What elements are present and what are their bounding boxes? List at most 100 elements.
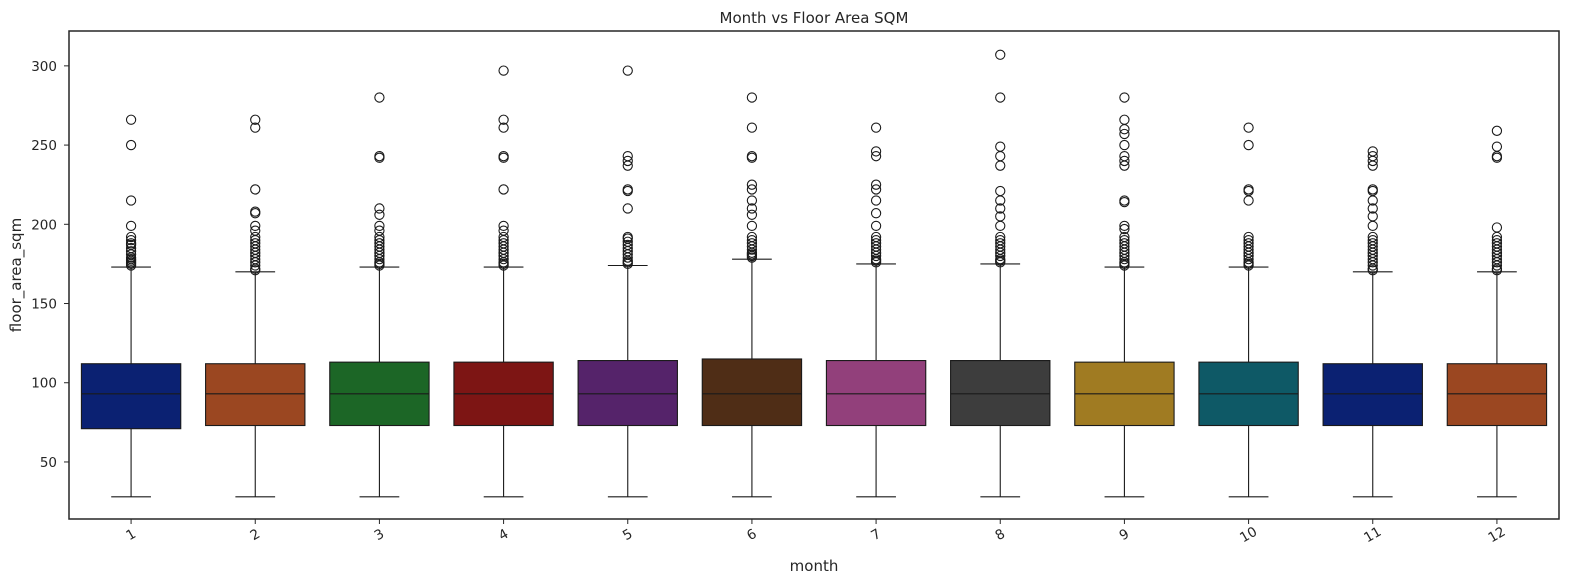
outlier-point (622, 203, 633, 214)
outlier-point (125, 139, 137, 151)
x-tick-label: 6 (744, 526, 759, 544)
outlier-point (995, 257, 1006, 268)
outlier-point (870, 122, 882, 133)
outlier-point (250, 265, 261, 276)
outlier-point (498, 114, 509, 125)
x-tick-label: 5 (620, 526, 635, 544)
box-group-month-7 (825, 122, 927, 498)
outlier-point (1491, 125, 1503, 136)
iqr-box (577, 360, 678, 427)
outlier-point (498, 122, 509, 133)
box-group-month-11 (1322, 146, 1423, 498)
box-group-month-9 (1074, 92, 1175, 498)
outlier-point (1243, 122, 1254, 133)
outlier-point (374, 92, 385, 103)
outlier-point (1119, 124, 1130, 135)
outlier-point (498, 152, 509, 163)
outlier-point (746, 179, 758, 190)
x-tick-label: 4 (496, 526, 511, 544)
outlier-point (995, 195, 1006, 206)
x-tick-label: 2 (248, 526, 263, 544)
x-tick-label: 8 (993, 526, 1008, 544)
outlier-point (870, 184, 882, 195)
outlier-point (250, 220, 261, 232)
outlier-point (746, 220, 758, 232)
outlier-point (125, 231, 137, 243)
iqr-box (80, 363, 182, 430)
box-group-month-4 (453, 65, 554, 498)
outlier-point (1367, 220, 1378, 232)
iqr-box (701, 358, 803, 427)
outlier-point (498, 254, 509, 265)
outlier-point (1367, 260, 1378, 271)
box-group-month-1 (80, 114, 182, 498)
outlier-point (870, 250, 882, 262)
x-tick-label: 7 (868, 526, 883, 544)
x-tick-label: 1 (123, 526, 138, 544)
x-tick-label: 12 (1485, 524, 1508, 546)
outlier-point (1119, 223, 1130, 235)
box-group-month-5 (577, 65, 678, 498)
outlier-point (125, 195, 137, 206)
outlier-point (1367, 265, 1378, 276)
outlier-point (374, 209, 385, 220)
outlier-point (746, 195, 758, 206)
outlier-point (746, 244, 758, 255)
outlier-point (995, 220, 1006, 232)
outlier-point (746, 203, 758, 214)
outlier-point (1243, 254, 1254, 265)
outlier-point (622, 185, 633, 197)
outlier-point (1119, 114, 1130, 125)
outlier-point (746, 252, 758, 263)
box-group-month-2 (205, 114, 306, 498)
outlier-point (746, 209, 758, 220)
y-tick-label: 50 (40, 455, 57, 471)
outlier-point (1491, 222, 1503, 233)
outlier-point (995, 250, 1006, 262)
outlier-point (250, 260, 261, 271)
outlier-point (250, 257, 261, 268)
outlier-point (870, 179, 882, 190)
x-tick-label: 9 (1117, 526, 1132, 544)
outlier-point (995, 151, 1006, 162)
outlier-point (1367, 203, 1378, 214)
box-group-month-10 (1198, 122, 1299, 498)
iqr-box (205, 363, 306, 427)
outlier-point (374, 220, 385, 232)
outlier-point (995, 185, 1006, 197)
outlier-point (1119, 128, 1130, 140)
outlier-point (1119, 155, 1130, 167)
y-tick-label: 150 (31, 297, 57, 313)
y-axis-label: floor_area_sqm (7, 218, 26, 332)
chart-title: Month vs Floor Area SQM (720, 9, 909, 27)
x-tick-label: 11 (1361, 524, 1384, 546)
outlier-point (622, 258, 633, 270)
outlier-point (125, 234, 137, 246)
outlier-point (1491, 265, 1503, 276)
outlier-point (870, 220, 882, 232)
box-group-month-3 (329, 92, 430, 498)
outlier-point (870, 257, 882, 268)
x-tick-label: 3 (372, 526, 387, 544)
outlier-point (1119, 260, 1130, 271)
outlier-point (622, 65, 633, 76)
outlier-point (622, 160, 633, 171)
outlier-point (1491, 141, 1503, 152)
outlier-point (374, 254, 385, 265)
outlier-point (746, 92, 758, 103)
outlier-point (250, 122, 261, 133)
outlier-point (1119, 196, 1130, 208)
outlier-point (125, 220, 137, 232)
outlier-point (870, 195, 882, 206)
outlier-point (746, 122, 758, 133)
outlier-point (1119, 139, 1130, 151)
outlier-point (1243, 139, 1254, 151)
y-tick-label: 100 (31, 376, 57, 392)
x-tick-label: 10 (1237, 524, 1260, 546)
outlier-point (995, 141, 1006, 152)
outlier-point (1119, 92, 1130, 103)
outlier-point (250, 184, 261, 195)
x-axis-label: month (790, 557, 839, 575)
outlier-point (1367, 257, 1378, 268)
outlier-point (250, 114, 261, 125)
